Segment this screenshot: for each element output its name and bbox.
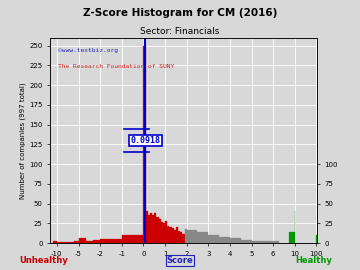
Bar (198, 232, 208, 243)
Bar (100, 239, 122, 243)
Bar (86, 241, 93, 243)
Bar (66, 242, 70, 243)
Bar (145, 211, 148, 243)
Text: Healthy: Healthy (295, 256, 332, 265)
Text: Unhealthy: Unhealthy (19, 256, 68, 265)
Bar (219, 237, 230, 243)
Bar (171, 228, 174, 243)
Bar (150, 213, 152, 243)
Text: Z-Score Histogram for CM (2016): Z-Score Histogram for CM (2016) (83, 8, 277, 18)
Bar (252, 241, 262, 243)
Bar (161, 222, 163, 243)
Bar (57, 242, 61, 243)
Bar (174, 230, 176, 243)
Text: The Research Foundation of SUNY: The Research Foundation of SUNY (58, 65, 175, 69)
Bar (74, 241, 78, 243)
Bar (156, 217, 158, 243)
Bar (167, 226, 169, 243)
Bar (169, 227, 171, 243)
Bar (176, 227, 178, 243)
Bar (154, 213, 156, 243)
Bar (163, 223, 165, 243)
Text: 0.0918: 0.0918 (130, 136, 160, 145)
Bar (262, 241, 273, 243)
Bar (273, 241, 279, 243)
Bar (289, 232, 295, 243)
Bar (208, 235, 219, 243)
Bar (165, 221, 167, 243)
Bar (61, 242, 66, 243)
Bar (93, 240, 100, 243)
Bar (78, 238, 86, 243)
Text: Sector: Financials: Sector: Financials (140, 27, 220, 36)
Bar (230, 238, 241, 243)
Bar (53, 241, 57, 243)
Bar (143, 46, 145, 243)
Bar (182, 234, 185, 243)
Bar (241, 240, 252, 243)
Bar (185, 229, 187, 243)
Bar (152, 215, 154, 243)
Bar (187, 230, 198, 243)
Bar (70, 242, 74, 243)
Bar (180, 232, 182, 243)
Text: ©www.textbiz.org: ©www.textbiz.org (58, 48, 118, 53)
Bar (178, 231, 180, 243)
Bar (122, 235, 143, 243)
Text: Score: Score (167, 256, 193, 265)
Y-axis label: Number of companies (997 total): Number of companies (997 total) (20, 82, 27, 199)
Bar (158, 219, 161, 243)
Bar (148, 215, 150, 243)
